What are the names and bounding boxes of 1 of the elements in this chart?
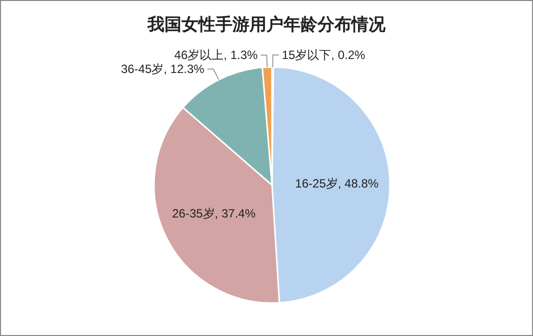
chart-title: 我国女性手游用户年龄分布情况 xyxy=(146,15,386,34)
